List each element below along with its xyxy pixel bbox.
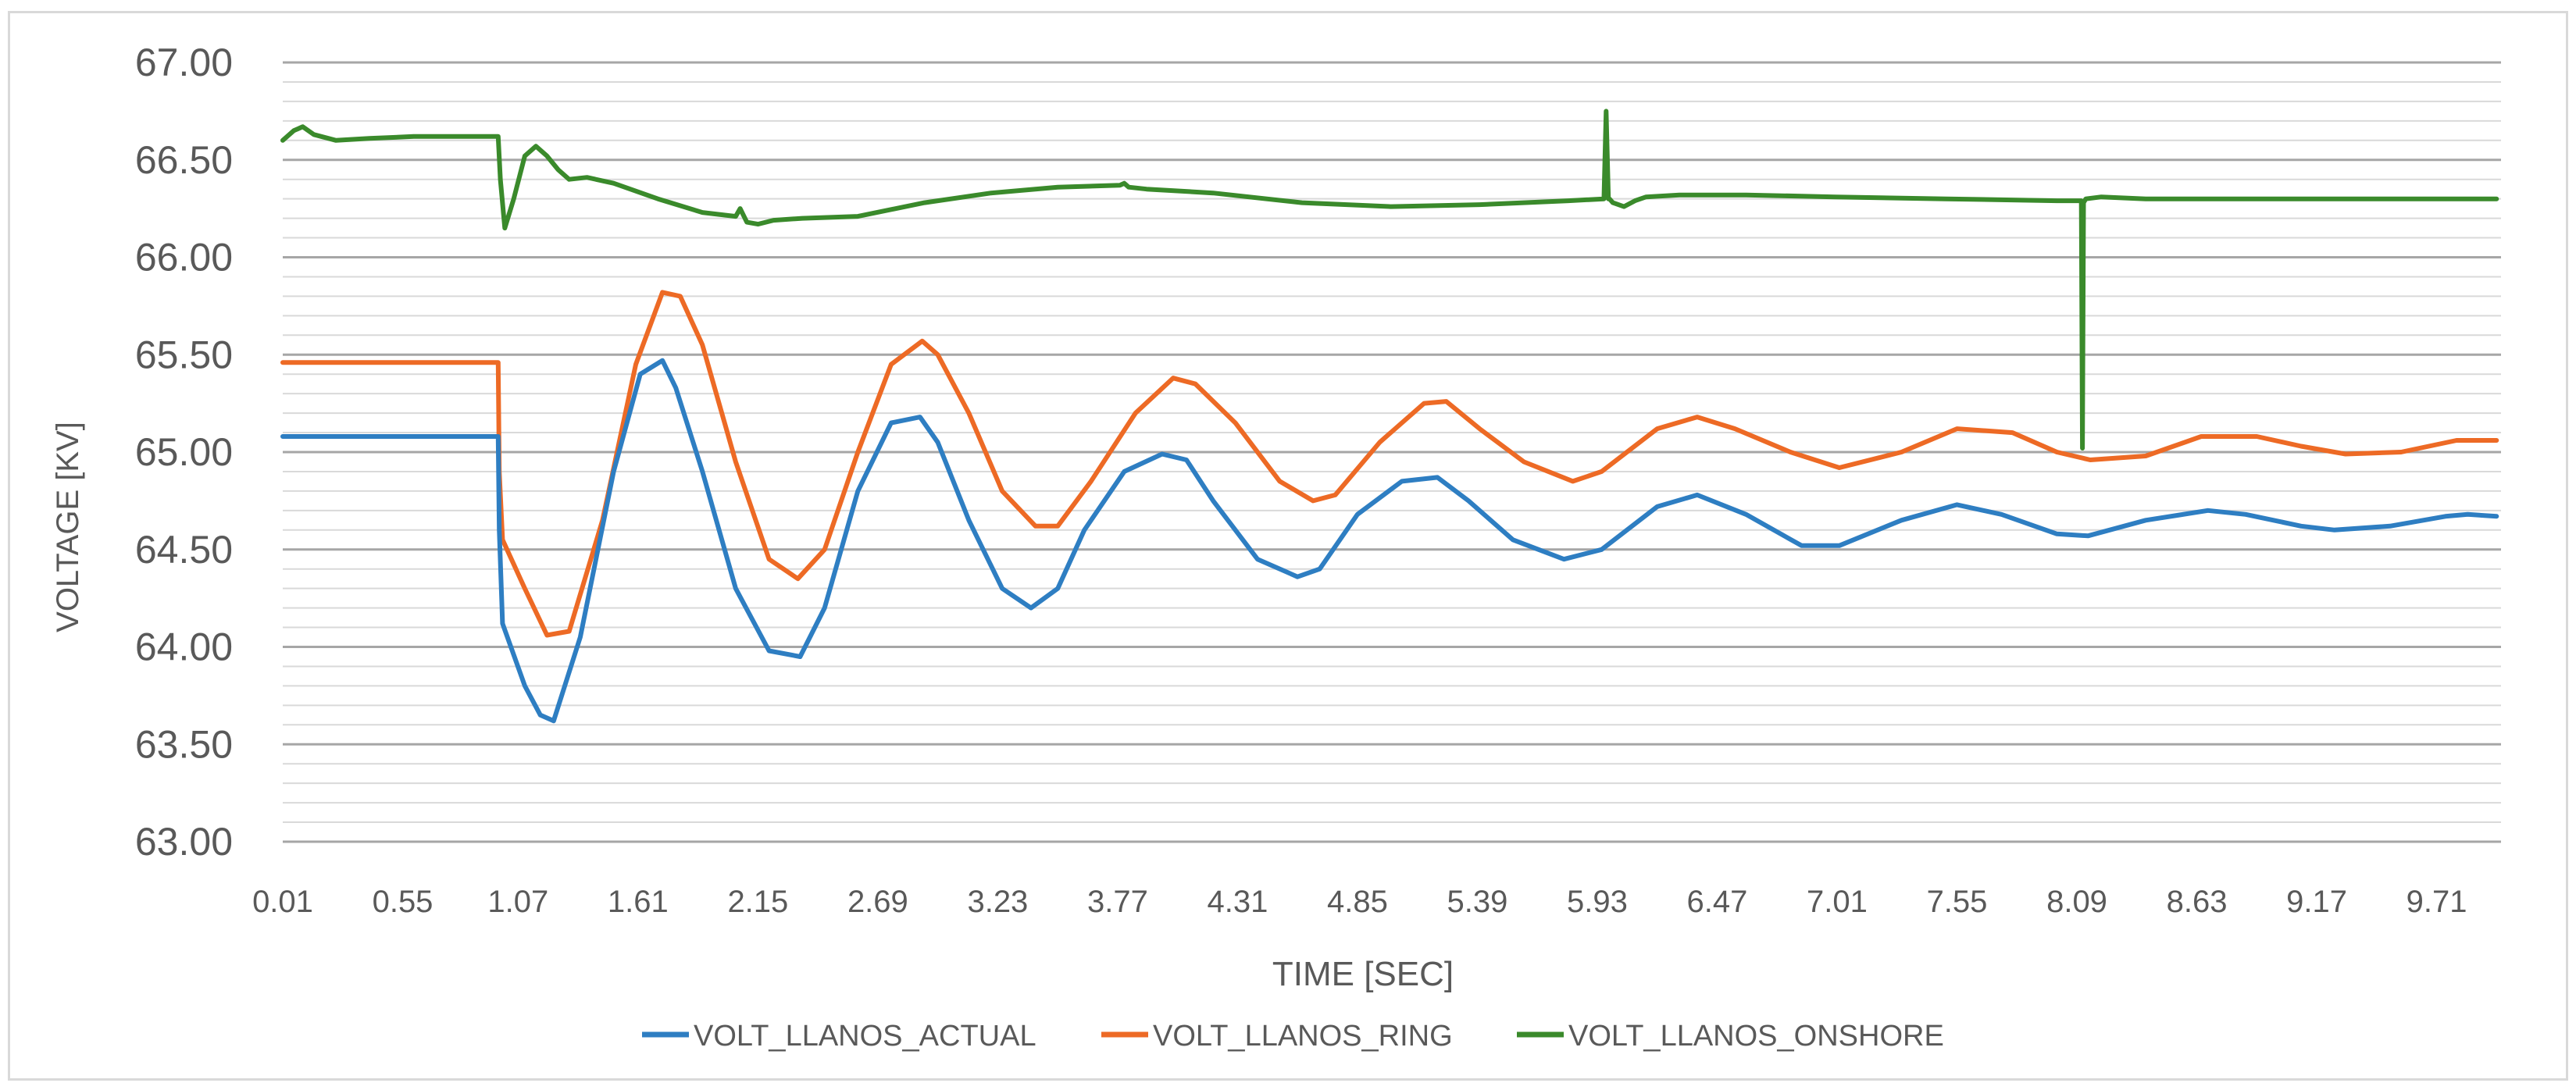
x-tick-label: 7.55 — [1927, 885, 1988, 919]
series-layer — [280, 109, 2499, 724]
y-tick-label: 63.50 — [135, 722, 233, 766]
legend-label: VOLT_LLANOS_RING — [1153, 1020, 1453, 1053]
x-tick-label: 3.23 — [967, 885, 1028, 919]
y-tick-label: 66.50 — [135, 138, 233, 182]
legend-label: VOLT_LLANOS_ACTUAL — [694, 1020, 1036, 1053]
legend-label: VOLT_LLANOS_ONSHORE — [1568, 1020, 1944, 1053]
x-tick-label: 0.01 — [252, 885, 313, 919]
y-tick-label: 64.00 — [135, 625, 233, 669]
x-tick-label: 3.77 — [1087, 885, 1148, 919]
y-tick-label: 66.00 — [135, 236, 233, 280]
x-axis-label: TIME [SEC] — [1272, 955, 1454, 993]
x-tick-label: 5.39 — [1447, 885, 1508, 919]
y-tick-label: 65.00 — [135, 430, 233, 474]
y-tick-label: 64.50 — [135, 528, 233, 572]
major-gridlines — [283, 61, 2501, 843]
y-tick-label: 67.00 — [135, 41, 233, 84]
y-axis-tick-labels: 63.00 63.50 64.00 64.50 65.00 65.50 66.00 66.50… — [135, 41, 233, 864]
x-tick-label: 4.85 — [1327, 885, 1388, 919]
x-tick-label: 9.71 — [2407, 885, 2467, 919]
x-tick-label: 1.61 — [608, 885, 669, 919]
x-tick-label: 2.15 — [727, 885, 788, 919]
x-tick-label: 1.07 — [487, 885, 548, 919]
series-line-volt-llanos-ring — [280, 290, 2499, 638]
x-tick-label: 6.47 — [1687, 885, 1748, 919]
x-axis-tick-labels: 0.01 0.55 1.07 1.61 2.15 2.69 3.23 3.77 4.31 4.85… — [252, 885, 2467, 919]
y-tick-label: 65.50 — [135, 333, 233, 376]
series-line-volt-llanos-actual — [280, 358, 2499, 724]
series-line-volt-llanos-onshore — [280, 109, 2499, 451]
chart-frame — [8, 11, 2568, 1081]
x-tick-label: 2.69 — [847, 885, 908, 919]
x-tick-label: 5.93 — [1567, 885, 1628, 919]
y-tick-label: 63.00 — [135, 820, 233, 864]
y-axis-label: VOLTAGE [KV] — [51, 422, 85, 632]
x-tick-label: 7.01 — [1807, 885, 1868, 919]
x-tick-label: 9.17 — [2286, 885, 2347, 919]
x-tick-label: 0.55 — [373, 885, 433, 919]
x-tick-label: 8.09 — [2046, 885, 2107, 919]
x-tick-label: 4.31 — [1207, 885, 1268, 919]
x-tick-label: 8.63 — [2167, 885, 2228, 919]
legend: VOLT_LLANOS_ACTUAL VOLT_LLANOS_RING VOLT_L… — [642, 1020, 1944, 1053]
